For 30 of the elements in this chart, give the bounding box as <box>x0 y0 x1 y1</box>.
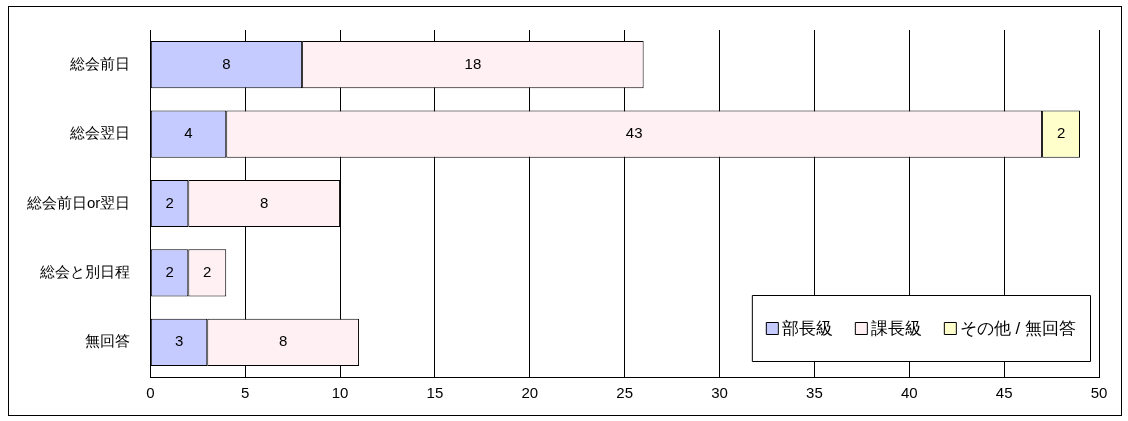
data-label: 8 <box>278 332 288 350</box>
data-label: 43 <box>625 124 643 142</box>
x-tick-label: 40 <box>900 384 918 402</box>
x-tick-label: 5 <box>241 384 250 402</box>
x-tick-label: 50 <box>1090 384 1108 402</box>
x-tick-label: 10 <box>331 384 349 402</box>
x-tick-label: 30 <box>711 384 728 402</box>
y-tick-label: 無回答 <box>85 332 131 350</box>
data-label: 2 <box>165 263 174 281</box>
legend-label: その他 / 無回答 <box>959 318 1076 338</box>
data-label: 2 <box>1056 124 1066 142</box>
data-label: 3 <box>174 332 184 350</box>
data-label: 8 <box>222 54 231 72</box>
legend-label: 部長級 <box>781 318 833 338</box>
data-label: 18 <box>464 54 482 72</box>
x-tick-label: 15 <box>426 384 444 402</box>
y-tick-label: 総会と別日程 <box>39 263 131 281</box>
y-tick-label: 総会前日 <box>69 54 131 72</box>
x-tick-label: 20 <box>521 384 539 402</box>
x-tick-label: 0 <box>146 384 155 402</box>
data-label: 4 <box>184 124 193 142</box>
x-tick-label: 45 <box>995 384 1013 402</box>
data-label: 8 <box>260 193 269 211</box>
y-tick-label: 総会翌日 <box>69 124 131 142</box>
x-tick-label: 25 <box>616 384 634 402</box>
legend-label: 課長級 <box>870 318 922 338</box>
x-tick-label: 35 <box>806 384 823 402</box>
y-tick-label: 総会前日or翌日 <box>25 193 131 211</box>
data-label: 2 <box>203 263 212 281</box>
data-label: 2 <box>165 193 174 211</box>
